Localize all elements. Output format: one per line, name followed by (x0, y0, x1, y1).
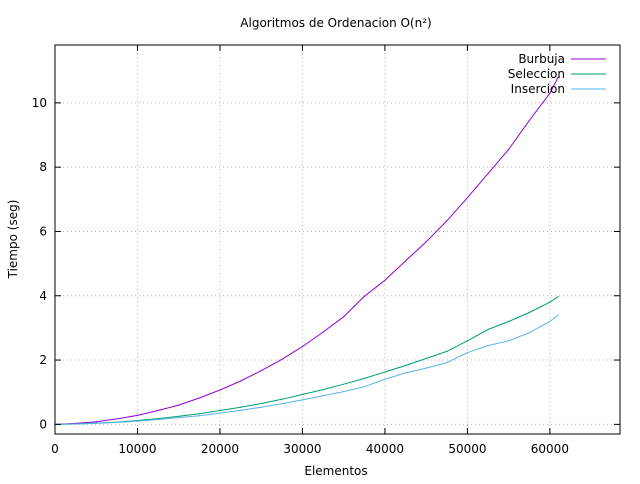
data-point-burbuja (281, 358, 283, 361)
data-point-burbuja (363, 295, 365, 298)
data-point-seleccion (260, 402, 262, 405)
data-point-seleccion (343, 383, 345, 385)
data-point-seleccion (466, 340, 469, 342)
plot-frame (54, 44, 621, 435)
data-point-seleccion (178, 415, 180, 417)
y-axis-title: Tiempo (seg) (6, 200, 20, 280)
data-point-insercion (301, 399, 304, 401)
data-point-burbuja (219, 389, 221, 391)
data-point-insercion (466, 352, 469, 354)
y-tick-label: 8 (39, 160, 47, 174)
legend-label-insercion: Insercion (511, 82, 565, 96)
data-point-insercion (75, 423, 77, 425)
data-point-burbuja (136, 414, 139, 416)
data-point-insercion (363, 386, 365, 388)
data-point-seleccion (508, 320, 510, 323)
data-point-burbuja (404, 260, 407, 262)
data-point-seleccion (528, 311, 530, 314)
x-tick-label: 60000 (531, 442, 569, 456)
data-point-burbuja (549, 92, 551, 94)
data-point-insercion (198, 415, 200, 417)
data-point-seleccion (384, 371, 386, 373)
data-point-seleccion (198, 413, 200, 415)
axis-ticks: 0 10000 20000 30000 40000 50000 60000 0 2 4 6 8 10 (32, 45, 620, 456)
data-point-insercion (219, 412, 221, 414)
y-tick-label: 6 (39, 224, 47, 238)
data-point-burbuja (528, 119, 530, 122)
data-point-insercion (136, 420, 139, 422)
x-tick-label: 20000 (201, 442, 239, 456)
data-point-burbuja (508, 148, 510, 151)
data-point-insercion (239, 409, 242, 411)
data-point-insercion (425, 367, 427, 369)
data-point-insercion (446, 362, 448, 364)
chart-title: Algoritmos de Ordenacion O(n²) (240, 16, 431, 30)
data-point-insercion (549, 320, 551, 323)
series-line-burbuja (54, 76, 559, 425)
data-point-seleccion (322, 389, 324, 391)
data-point-seleccion (301, 393, 304, 396)
data-point-seleccion (219, 409, 221, 412)
data-point-insercion (343, 390, 345, 393)
data-point-burbuja (446, 220, 448, 222)
x-tick-label: 0 (51, 442, 59, 456)
data-point-insercion (178, 417, 180, 419)
data-point-seleccion (363, 377, 365, 379)
data-point-burbuja (260, 370, 262, 372)
data-point-burbuja (301, 345, 304, 348)
data-point-seleccion (549, 301, 551, 303)
data-point-burbuja (239, 380, 242, 382)
data-point-seleccion (487, 328, 489, 331)
series-line-seleccion (54, 296, 559, 425)
data-point-insercion (508, 340, 510, 342)
data-point-burbuja (322, 331, 324, 333)
x-tick-label: 40000 (366, 442, 404, 456)
data-point-seleccion (281, 398, 283, 400)
data-point-seleccion (404, 364, 407, 367)
x-tick-label: 10000 (118, 442, 156, 456)
data-point-burbuja (384, 279, 386, 281)
data-point-burbuja (343, 316, 345, 318)
data-point-insercion (404, 372, 407, 374)
data-point-insercion (384, 378, 386, 380)
x-axis-title: Elementos (304, 464, 367, 478)
data-point-insercion (116, 421, 118, 424)
data-point-insercion (528, 332, 530, 334)
data-point-insercion (557, 314, 559, 316)
legend-label-seleccion: Seleccion (508, 67, 565, 81)
data-point-insercion (260, 406, 262, 408)
data-point-insercion (95, 422, 97, 424)
x-tick-label: 30000 (283, 442, 321, 456)
data-point-seleccion (157, 417, 159, 420)
data-point-insercion (487, 344, 489, 347)
data-point-burbuja (95, 421, 97, 423)
data-point-burbuja (487, 172, 489, 175)
data-point-burbuja (198, 397, 200, 399)
data-point-burbuja (178, 404, 180, 406)
y-tick-label: 2 (39, 353, 47, 367)
y-tick-label: 4 (39, 289, 47, 303)
grid (55, 45, 620, 434)
data-point-insercion (157, 418, 159, 421)
data-point-seleccion (557, 296, 559, 298)
data-point-burbuja (116, 418, 118, 420)
data-point-burbuja (157, 409, 159, 412)
data-point-burbuja (466, 197, 469, 199)
data-point-insercion (322, 395, 324, 397)
y-tick-label: 10 (32, 96, 47, 110)
data-point-burbuja (557, 76, 559, 78)
data-point-insercion (281, 403, 283, 405)
series-line-insercion (54, 314, 559, 425)
data-point-seleccion (446, 350, 448, 352)
data-point-seleccion (239, 406, 242, 408)
data-point-burbuja (425, 241, 427, 243)
legend-label-burbuja: Burbuja (518, 52, 565, 66)
x-tick-label: 50000 (448, 442, 486, 456)
series-lines (54, 76, 559, 425)
data-point-seleccion (425, 357, 427, 360)
y-tick-label: 0 (39, 417, 47, 431)
